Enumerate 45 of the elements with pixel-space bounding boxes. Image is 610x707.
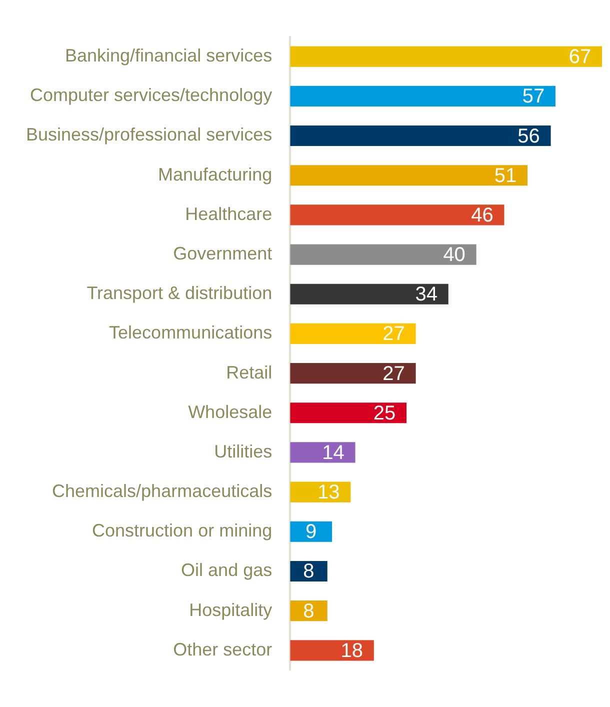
y-tick-label: Healthcare: [185, 204, 272, 224]
bar: [290, 46, 602, 67]
data-label: 8: [303, 600, 314, 622]
y-tick-label: Business/professional services: [26, 124, 272, 145]
y-tick-label: Banking/financial services: [65, 46, 272, 66]
y-tick-label: Computer services/technology: [30, 85, 272, 106]
data-label: 27: [382, 362, 405, 385]
y-tick-label: Hospitality: [189, 600, 272, 620]
y-tick-label: Other sector: [173, 639, 272, 660]
bar: [290, 442, 356, 463]
bar: [290, 204, 504, 226]
y-tick-label: Wholesale: [188, 402, 272, 422]
data-label: 18: [340, 640, 364, 662]
data-label: 13: [318, 482, 340, 504]
data-label: 8: [303, 560, 314, 583]
y-tick-label: Government: [173, 244, 272, 264]
bar: [290, 521, 332, 542]
bar: [290, 363, 416, 384]
data-label: 34: [415, 284, 438, 306]
bar: [290, 323, 416, 344]
y-tick-label: Utilities: [214, 441, 272, 462]
bar: [290, 244, 476, 265]
bar: [290, 165, 528, 186]
y-tick-label: Chemicals/pharmaceuticals: [52, 481, 272, 502]
y-tick-label: Transport & distribution: [86, 283, 272, 304]
data-label: 67: [568, 46, 592, 68]
data-label: 57: [522, 86, 545, 108]
y-tick-label: Manufacturing: [158, 164, 272, 184]
data-label: 9: [305, 521, 317, 544]
y-tick-label: Oil and gas: [181, 560, 272, 580]
bar: [290, 402, 406, 424]
data-label: 14: [322, 442, 344, 464]
bar: [290, 86, 556, 106]
data-label: 51: [494, 164, 517, 187]
data-label: 56: [518, 125, 540, 148]
bar: [290, 284, 448, 304]
y-tick-label: Construction or mining: [92, 520, 272, 541]
y-tick-label: Telecommunications: [109, 322, 272, 343]
data-label: 40: [443, 244, 466, 266]
data-label: 27: [382, 323, 405, 346]
data-label: 46: [471, 204, 494, 226]
bar: [290, 125, 551, 146]
y-tick-label: Retail: [226, 362, 272, 382]
bar: [290, 640, 374, 661]
data-label: 25: [373, 402, 396, 424]
